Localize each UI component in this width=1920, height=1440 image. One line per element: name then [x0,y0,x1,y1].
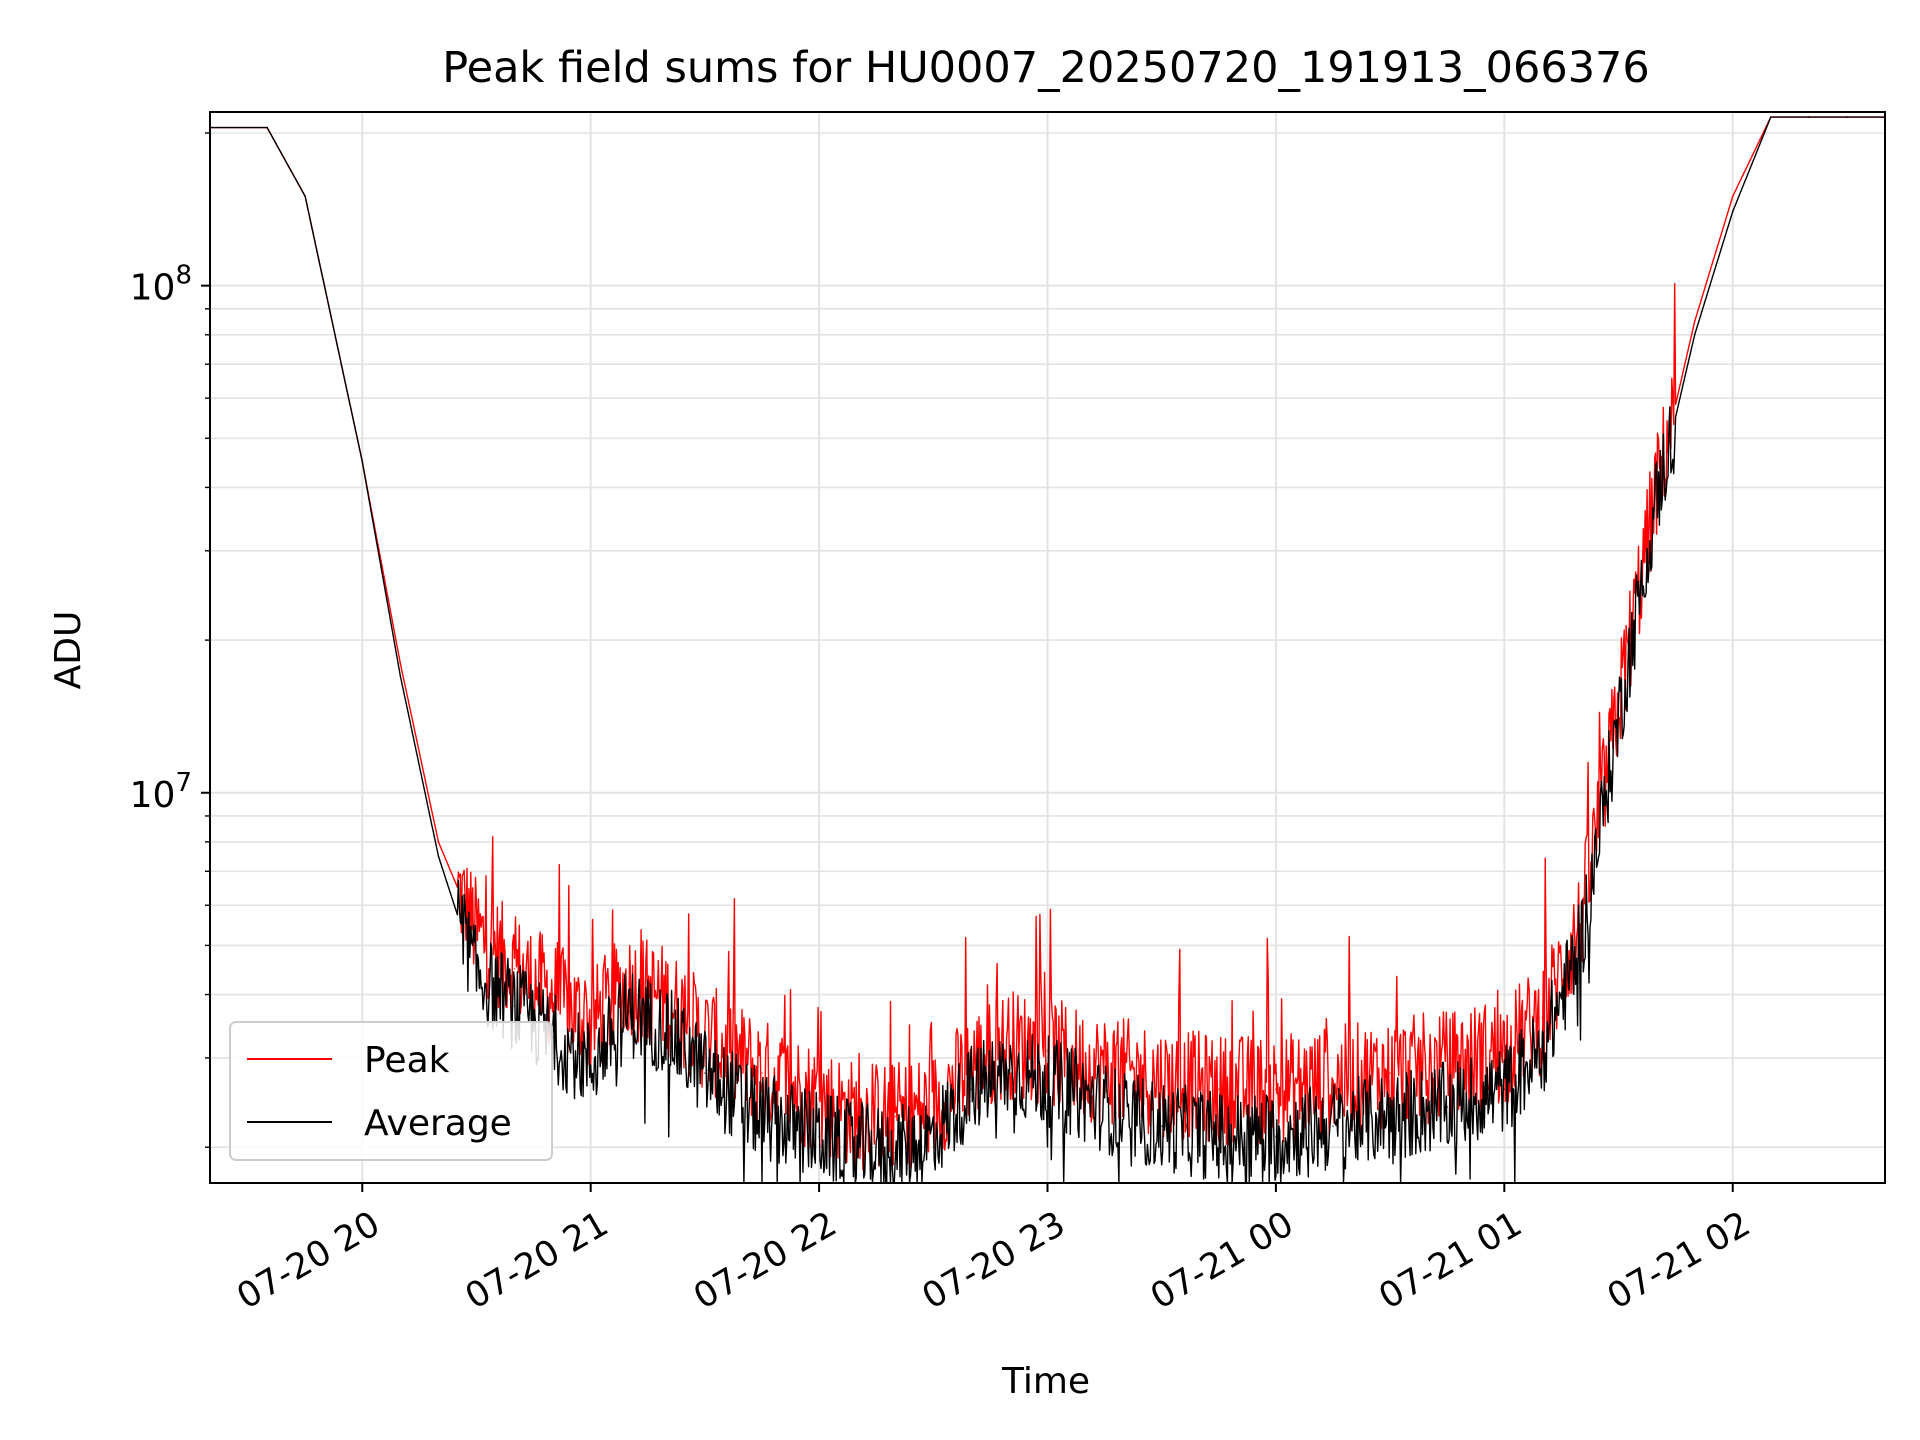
legend-box [229,1021,553,1161]
data-point [1008,1072,1011,1075]
legend-label-peak: Peak [364,1040,450,1081]
data-point [627,982,630,985]
y-tick-label: 108 [130,261,192,309]
data-point [818,1135,820,1138]
series-line-average [210,116,1885,1184]
data-point [1807,116,1810,118]
data-point [1122,1115,1125,1118]
data-point [1503,1088,1506,1091]
data-point [1446,1106,1449,1108]
data-point [551,993,554,996]
data-point [1541,1016,1544,1019]
chart-title: Peak field sums for HU0007_20250720_1919… [442,43,1650,93]
legend-label-average: Average [364,1103,512,1144]
data-point [1503,1049,1506,1052]
data-point [1217,1088,1220,1091]
data-point [856,1115,859,1118]
data-point [856,1146,859,1149]
data-point [1579,944,1582,947]
data-point [1046,1080,1049,1083]
data-point [1332,1080,1334,1083]
data-point [1217,1135,1220,1138]
data-point [304,195,307,198]
data-point [894,1115,897,1118]
plot-area [209,116,1886,1184]
data-point [761,1115,763,1118]
data-point [1389,1115,1392,1118]
grid-layer [210,112,1885,1183]
y-tick-label: 107 [130,768,192,816]
data-point [1275,1135,1277,1138]
data-point [1769,116,1772,118]
data-point [475,972,478,975]
data-point [1160,1125,1163,1128]
data-point [627,1010,630,1013]
data-point [589,1064,592,1067]
data-point [1008,1042,1011,1045]
data-point [1332,1125,1334,1128]
data-point [1693,320,1696,323]
data-point [513,967,516,970]
data-point [1731,195,1734,198]
series-line-peak [210,116,1885,1171]
data-point [970,1088,973,1091]
data-point [589,1023,592,1025]
data-point [1389,1072,1392,1075]
data-point [818,1097,820,1099]
x-axis-label: Time [1001,1361,1090,1402]
data-point [1846,116,1848,118]
data-point [1655,497,1658,500]
data-point [761,1072,763,1075]
data-point [399,662,402,665]
data-point [1275,1088,1277,1091]
data-point [1160,1080,1163,1083]
data-point [1084,1097,1087,1099]
data-point [437,855,440,858]
y-axis-label: ADU [48,611,89,690]
data-point [932,1106,935,1108]
data-point [932,1135,935,1138]
data-point [665,1029,668,1032]
data-point [1693,333,1696,336]
data-point [703,1072,706,1075]
legend: Peak Average [229,1021,553,1161]
series-average [209,116,1886,1184]
data-point [1084,1064,1087,1067]
data-point [894,1151,897,1154]
data-point [1617,717,1620,720]
data-point [361,460,364,463]
data-point [513,1004,516,1007]
data-point [437,840,440,843]
data-point [1446,1064,1449,1067]
data-point [266,126,269,129]
data-point [399,674,402,677]
data-point [1731,210,1734,213]
data-point [1541,1049,1544,1052]
